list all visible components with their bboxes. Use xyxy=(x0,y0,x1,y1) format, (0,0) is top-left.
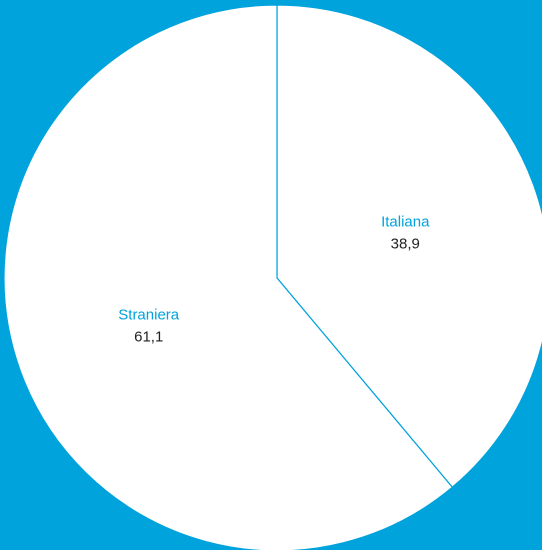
slice-value: 38,9 xyxy=(391,235,420,252)
pie-slice xyxy=(276,4,542,489)
slice-value: 61,1 xyxy=(134,329,163,346)
slice-label: Italiana xyxy=(381,213,430,230)
slice-label: Straniera xyxy=(118,307,180,324)
pie-slice xyxy=(3,4,454,550)
